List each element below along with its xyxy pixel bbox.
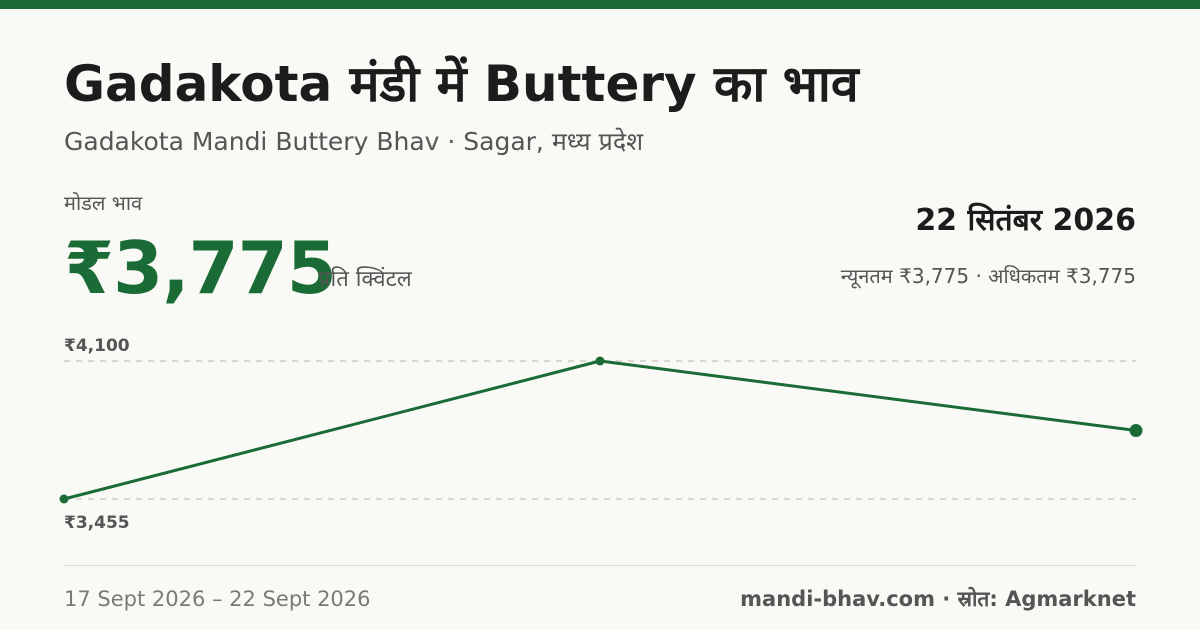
modal-price-value: ₹3,775 (64, 226, 337, 310)
y-tick-max-label: ₹4,100 (64, 336, 130, 356)
footer-divider (64, 565, 1136, 566)
series-line (63, 359, 1137, 501)
footer-source: mandi-bhav.com · स्रोत: Agmarknet (740, 587, 1136, 611)
min-max-range: न्यूनतम ₹3,775 · अधिकतम ₹3,775 (840, 264, 1136, 288)
data-point-3 (1129, 424, 1143, 438)
modal-price-label: मोडल भाव (64, 191, 143, 215)
data-point-1 (59, 494, 69, 504)
price-date: 22 सितंबर 2026 (915, 203, 1136, 238)
data-points (59, 356, 1143, 504)
footer-date-range: 17 Sept 2026 – 22 Sept 2026 (64, 587, 371, 611)
page-title: Gadakota मंडी में Buttery का भाव (64, 55, 859, 113)
price-line-chart: ₹4,100 ₹3,455 (59, 336, 1143, 533)
page-subtitle: Gadakota Mandi Buttery Bhav · Sagar, मध्… (64, 127, 644, 156)
data-point-2 (595, 356, 605, 366)
y-tick-min-label: ₹3,455 (64, 513, 130, 533)
price-unit: प्रति क्विंटल (318, 267, 412, 292)
top-accent-bar (0, 0, 1200, 9)
